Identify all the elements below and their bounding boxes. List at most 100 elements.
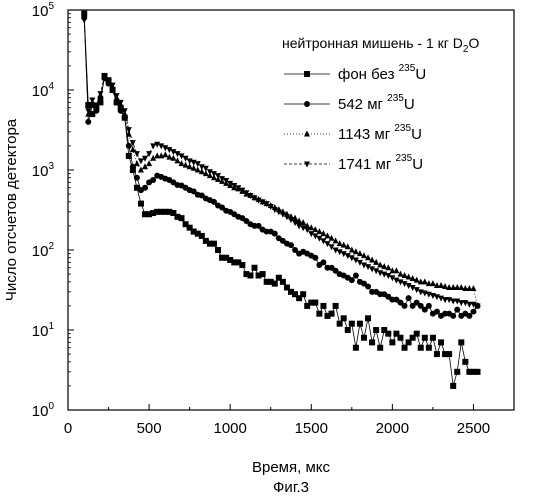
y-tick-label: 101 [32, 321, 55, 340]
legend-entry: фон без 235U [284, 63, 426, 83]
data-point [454, 307, 460, 313]
y-tick-label: 105 [32, 1, 55, 20]
y-tick-label: 102 [32, 241, 55, 260]
legend: нейтронная мишень - 1 кг D2O фон без 235U… [282, 35, 479, 173]
data-point [402, 345, 408, 351]
data-point [341, 315, 347, 321]
data-point [470, 285, 476, 291]
data-point [430, 335, 436, 341]
data-point [438, 339, 444, 345]
data-point [393, 267, 399, 273]
y-axis-label: Число отсчетов детектора [3, 118, 20, 301]
data-point [247, 273, 253, 279]
data-point [414, 331, 420, 337]
data-point [422, 335, 428, 341]
data-point [450, 383, 456, 389]
data-point [162, 151, 168, 157]
data-point [389, 339, 395, 345]
data-point [272, 231, 278, 237]
data-point [365, 283, 371, 289]
data-point [252, 265, 258, 271]
data-point [397, 335, 403, 341]
data-point [239, 262, 245, 268]
data-point [462, 359, 468, 365]
data-point [450, 313, 456, 319]
legend-marker [304, 71, 310, 77]
data-point [349, 321, 355, 327]
data-point [430, 280, 436, 286]
data-point [365, 315, 371, 321]
data-point [138, 201, 144, 207]
data-point [316, 311, 322, 317]
legend-marker [304, 131, 310, 137]
data-point [179, 215, 185, 221]
data-point [312, 255, 318, 261]
data-point [272, 281, 278, 287]
data-point [426, 345, 432, 351]
data-point [475, 369, 481, 375]
legend-title: нейтронная мишень - 1 кг D2O [282, 35, 479, 55]
data-point [353, 345, 359, 351]
data-point [349, 277, 355, 283]
data-point [406, 295, 412, 301]
data-point [333, 303, 339, 309]
data-point [85, 119, 91, 125]
data-point [434, 351, 440, 357]
data-point [280, 279, 286, 285]
x-tick-label: 2000 [376, 420, 409, 437]
data-point [134, 151, 140, 157]
data-point [337, 321, 343, 327]
x-tick-label: 500 [137, 420, 162, 437]
data-point [215, 247, 221, 253]
data-point [470, 309, 476, 315]
data-point [458, 339, 464, 345]
legend-marker [304, 101, 310, 107]
y-tick-label: 100 [32, 401, 55, 420]
data-point [81, 17, 87, 23]
x-axis: 0 500 1000 1500 2000 2500 [64, 404, 490, 437]
data-point [345, 327, 351, 333]
data-point [138, 158, 144, 164]
legend-label: 1741 мг 235U [338, 153, 423, 173]
data-point [320, 259, 326, 265]
data-point [320, 303, 326, 309]
data-point [134, 160, 140, 166]
y-tick-label: 104 [32, 81, 55, 100]
data-point [385, 331, 391, 337]
data-point [377, 345, 383, 351]
data-point [300, 291, 306, 297]
legend-entry: 1143 мг 235U [284, 123, 422, 143]
legend-entry: 1741 мг 235U [284, 153, 423, 173]
legend-label: 1143 мг 235U [338, 123, 422, 143]
x-tick-label: 1500 [295, 420, 328, 437]
y-tick-label: 103 [32, 161, 55, 180]
x-tick-label: 1000 [213, 420, 246, 437]
data-point [422, 278, 428, 284]
data-point [369, 339, 375, 345]
x-tick-label: 0 [64, 420, 72, 437]
data-point [211, 241, 217, 247]
data-point [402, 303, 408, 309]
data-point [446, 351, 452, 357]
data-point [329, 311, 335, 317]
data-point [418, 345, 424, 351]
data-point [426, 303, 432, 309]
legend-label: фон без 235U [338, 63, 426, 83]
data-point [454, 369, 460, 375]
x-axis-label: Время, мкс [252, 459, 331, 476]
data-point [312, 300, 318, 306]
data-point [373, 327, 379, 333]
data-point [134, 175, 140, 181]
data-point [260, 271, 266, 277]
plot-frame [68, 10, 514, 410]
legend-entry: 542 мг 235U [284, 93, 415, 113]
data-point [126, 143, 132, 149]
data-point [288, 242, 294, 248]
data-point [357, 321, 363, 327]
x-tick-label: 2500 [457, 420, 490, 437]
legend-label: 542 мг 235U [338, 93, 415, 113]
data-point [353, 273, 359, 279]
data-point [361, 335, 367, 341]
data-point [142, 185, 148, 191]
